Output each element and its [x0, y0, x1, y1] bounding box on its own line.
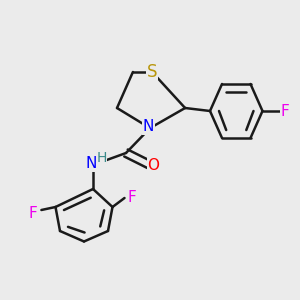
Text: F: F [128, 190, 136, 205]
Text: O: O [148, 158, 160, 172]
Text: H: H [97, 152, 107, 165]
Text: F: F [28, 206, 37, 220]
Text: F: F [280, 103, 290, 118]
Text: S: S [147, 63, 157, 81]
Text: N: N [143, 119, 154, 134]
Text: N: N [86, 156, 97, 171]
